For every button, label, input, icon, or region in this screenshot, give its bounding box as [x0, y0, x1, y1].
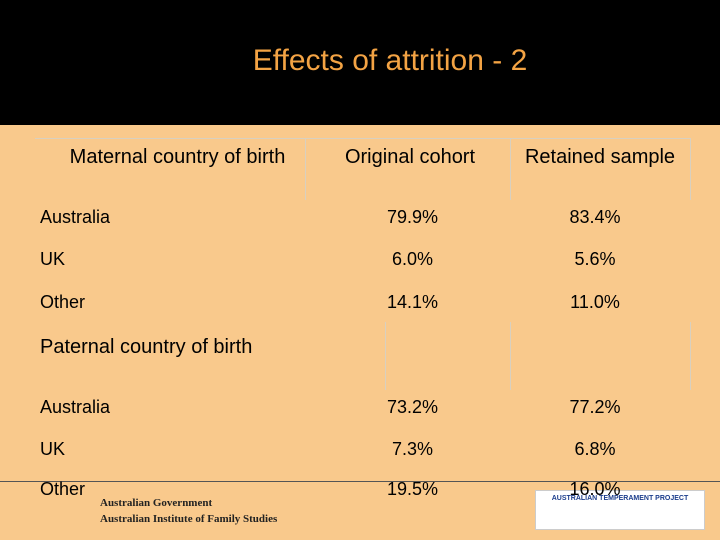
footer-left-line: Australian Institute of Family Studies [100, 513, 278, 525]
value-cell: 83.4% [569, 207, 621, 227]
value-cell: 7.3% [391, 439, 434, 459]
row-label: Other [40, 292, 86, 312]
header-cell: Retained sample [524, 146, 676, 168]
value-cell: 6.8% [574, 439, 616, 459]
rule [305, 138, 306, 200]
header-cell: Maternal country of birth [69, 146, 286, 168]
value-cell: 6.0% [391, 249, 434, 269]
rule [510, 138, 511, 200]
slide-title: Effects of attrition - 2 [252, 44, 528, 77]
value-cell: 77.2% [569, 397, 621, 417]
rule [510, 322, 511, 390]
row-label: UK [40, 439, 66, 459]
row-label: Other [40, 479, 86, 499]
row-label: Australia [40, 397, 111, 417]
value-cell: 14.1% [386, 292, 439, 312]
footer-left: Australian Government Australian Institu… [100, 495, 277, 527]
value-cell: 11.0% [570, 292, 620, 312]
row-label: Australia [40, 207, 111, 227]
section-cell: Paternal country of birth [40, 336, 253, 358]
footer-line [0, 481, 720, 482]
value-cell: 5.6% [574, 249, 616, 269]
header-bar [0, 0, 720, 125]
rule [35, 138, 690, 139]
footer-right-text: AUSTRALIAN TEMPERAMENT PROJECT [551, 495, 689, 502]
header-cell: Original cohort [344, 146, 476, 168]
value-cell: 79.9% [386, 207, 439, 227]
rule [385, 322, 386, 390]
row-label: UK [40, 249, 66, 269]
rule [690, 322, 691, 390]
footer-right-logo: AUSTRALIAN TEMPERAMENT PROJECT [535, 490, 705, 530]
value-cell: 19.5% [386, 479, 439, 499]
value-cell: 16.0% [569, 479, 621, 499]
value-cell: 73.2% [386, 397, 439, 417]
rule [690, 138, 691, 200]
footer-left-line: Australian Government [100, 497, 213, 509]
